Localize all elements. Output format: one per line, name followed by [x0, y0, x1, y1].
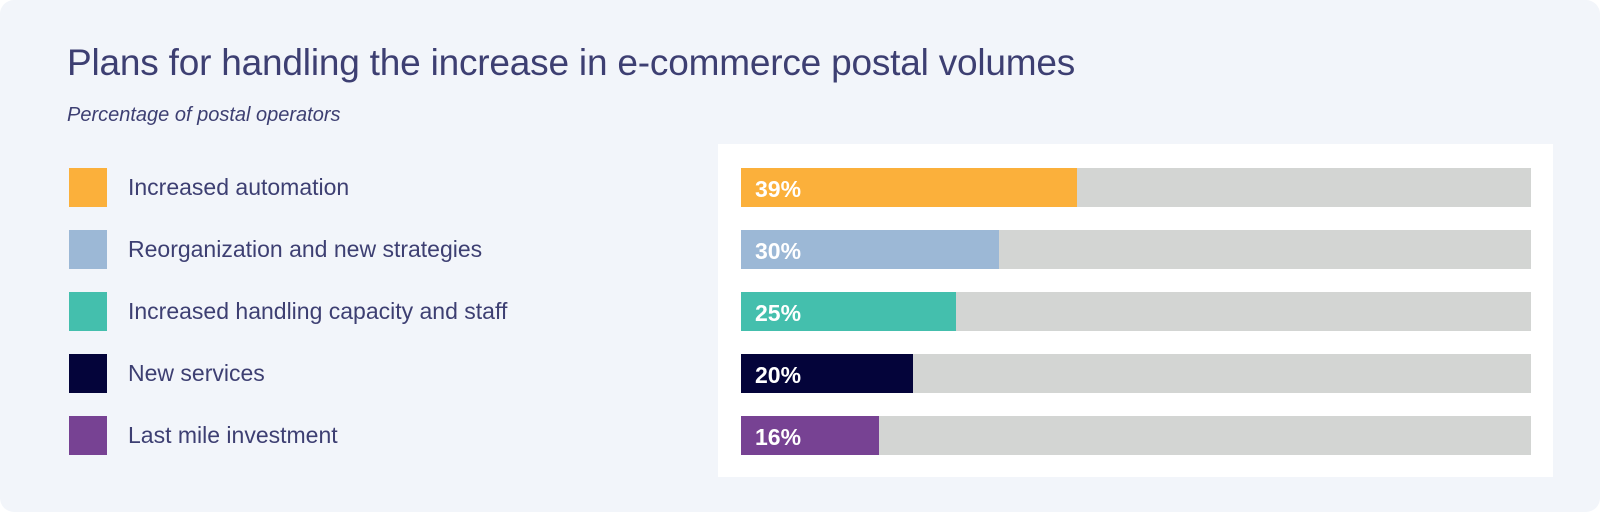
legend-label: New services: [128, 360, 265, 386]
bar: 39%: [741, 168, 1077, 207]
legend-label: Increased automation: [128, 174, 350, 200]
legend-swatch: [69, 416, 107, 455]
bar: 30%: [741, 230, 1000, 269]
legend-swatch: [69, 292, 107, 331]
bar-track: 25%: [741, 292, 1531, 331]
legend-item: New services: [69, 354, 669, 393]
bar-track: 20%: [741, 354, 1531, 393]
legend-item: Reorganization and new strategies: [69, 230, 669, 269]
legend-swatch: [69, 230, 107, 269]
legend-label: Reorganization and new strategies: [128, 236, 483, 262]
legend-label: Last mile investment: [128, 422, 338, 448]
bar: 16%: [741, 416, 879, 455]
bar: 20%: [741, 354, 914, 393]
plot-area: 39% 30% 25% 20% 16%: [718, 144, 1553, 477]
chart-subtitle: Percentage of postal operators: [67, 104, 341, 126]
bar-track: 39%: [741, 168, 1531, 207]
legend-swatch: [69, 354, 107, 393]
legend-item: Increased handling capacity and staff: [69, 292, 669, 331]
bar-value-label: 39%: [755, 176, 802, 202]
bar: 25%: [741, 292, 957, 331]
bar-track: 16%: [741, 416, 1531, 455]
bar-value-label: 20%: [755, 362, 802, 388]
legend-swatch: [69, 168, 107, 207]
legend-item: Last mile investment: [69, 416, 669, 455]
bar-value-label: 16%: [755, 424, 802, 450]
bar-value-label: 25%: [755, 300, 802, 326]
legend-label: Increased handling capacity and staff: [128, 298, 508, 324]
bar-track: 30%: [741, 230, 1531, 269]
bar-value-label: 30%: [755, 238, 802, 264]
chart-title: Plans for handling the increase in e-com…: [67, 42, 1076, 83]
legend-item: Increased automation: [69, 168, 669, 207]
